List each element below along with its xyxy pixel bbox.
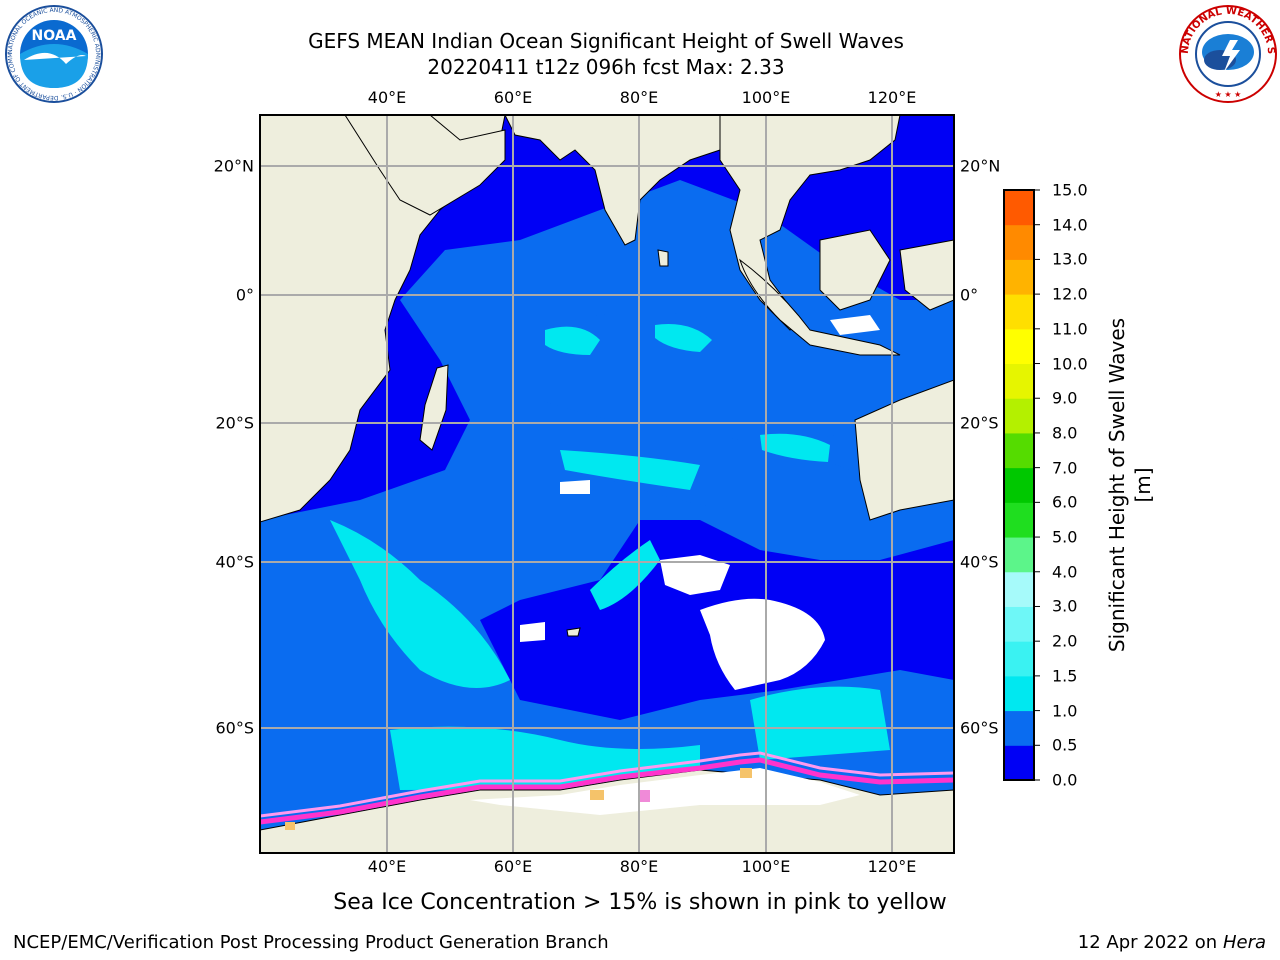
chart-title: GEFS MEAN Indian Ocean Significant Heigh…	[308, 29, 904, 53]
colorbar-segment	[1004, 363, 1034, 399]
colorbar-tick-label: 0.5	[1052, 735, 1078, 755]
lon-label-bottom: 120°E	[867, 857, 917, 876]
lat-label-left: 60°S	[215, 718, 254, 738]
colorbar-tick-label: 9.0	[1052, 388, 1078, 408]
colorbar-segment	[1004, 224, 1034, 260]
lon-label-top: 40°E	[367, 88, 407, 107]
colorbar-segment	[1004, 190, 1034, 226]
sea-ice-yellow	[740, 768, 752, 778]
colorbar-tick-label: 4.0	[1052, 562, 1078, 582]
india	[504, 115, 721, 246]
colorbar-tick-label: 1.0	[1052, 701, 1078, 721]
colorbar-segment	[1004, 398, 1034, 434]
colorbar-segment	[1004, 294, 1034, 330]
colorbar-tick-label: 6.0	[1052, 492, 1078, 512]
colorbar-tick-label: 2.0	[1052, 631, 1078, 651]
colorbar-segment	[1004, 571, 1034, 607]
lon-label-top: 100°E	[741, 88, 791, 107]
sea-ice-fill	[470, 768, 860, 815]
colorbar-segment	[1004, 675, 1034, 712]
lon-label-bottom: 80°E	[619, 857, 659, 876]
sea-ice-pink	[640, 790, 650, 802]
colorbar-title: Significant Height of Swell Waves [m]	[1105, 317, 1155, 653]
colorbar-segment	[1004, 502, 1034, 538]
footer-date: 12 Apr 2022 on Hera	[1077, 932, 1266, 953]
swell-band-high	[750, 686, 890, 760]
colorbar-tick-label: 10.0	[1052, 354, 1088, 374]
australia	[854, 379, 954, 521]
colorbar-segment	[1004, 259, 1034, 295]
lat-label-left: 20°S	[215, 413, 254, 433]
colorbar-segment	[1004, 432, 1034, 469]
colorbar-segment	[1004, 745, 1034, 781]
colorbar-tick-label: 0.0	[1052, 770, 1078, 790]
colorbar-tick-label: 5.0	[1052, 527, 1078, 547]
lat-label-left: 40°S	[215, 552, 254, 572]
colorbar-segment	[1004, 710, 1034, 746]
colorbar-tick-label: 15.0	[1052, 180, 1088, 200]
graticule	[260, 115, 954, 853]
lat-label-right: 0°	[960, 285, 979, 305]
lon-label-top: 120°E	[867, 88, 917, 107]
lon-label-bottom: 60°E	[493, 857, 533, 876]
lon-label-bottom: 40°E	[367, 857, 407, 876]
lat-label-right: 60°S	[960, 718, 999, 738]
colorbar-tick-label: 11.0	[1052, 319, 1088, 339]
sea-ice-note: Sea Ice Concentration > 15% is shown in …	[333, 890, 947, 915]
swell-band-high	[560, 450, 700, 490]
missing-data-area	[700, 598, 825, 690]
colorbar-tick-label: 12.0	[1052, 284, 1088, 304]
lon-label-bottom: 100°E	[741, 857, 791, 876]
colorbar-segment	[1004, 641, 1034, 677]
sea-ice-edge	[260, 757, 954, 825]
colorbar-segment	[1004, 467, 1034, 503]
lon-label-top: 80°E	[619, 88, 659, 107]
colorbar-segment	[1004, 606, 1034, 642]
kerguelen	[566, 627, 581, 637]
sea-ice-yellow	[285, 822, 295, 830]
colorbar-segment	[1004, 328, 1034, 365]
colorbar-tick-label: 1.5	[1052, 666, 1078, 686]
missing-data-area	[520, 622, 545, 642]
sumatra-java	[739, 258, 901, 356]
chart-subtitle: 20220411 t12z 096h fcst Max: 2.33	[427, 55, 785, 79]
lat-label-right: 20°N	[960, 156, 1001, 176]
colorbar-frame	[1003, 189, 1035, 781]
new-guinea-area	[899, 239, 954, 311]
missing-data-area	[830, 315, 880, 335]
sea-ice-edge-outer	[260, 751, 954, 818]
colorbar-tick-label: 3.0	[1052, 596, 1078, 616]
colorbar-tick-label: 8.0	[1052, 423, 1078, 443]
colorbar-tick-label: 14.0	[1052, 215, 1088, 235]
lat-label-left: 0°	[235, 285, 254, 305]
nws-logo: NATIONAL WEATHER SERVICE ★ ★ ★	[1178, 4, 1277, 103]
swell-band-high	[590, 540, 660, 610]
svg-text:★ ★ ★: ★ ★ ★	[1215, 90, 1242, 99]
lat-label-right: 40°S	[960, 552, 999, 572]
swell-band-medium-south	[560, 420, 850, 514]
madagascar	[419, 364, 449, 451]
missing-data-area	[660, 555, 730, 595]
sea-ice-yellow	[590, 790, 604, 800]
svg-text:NOAA: NOAA	[32, 28, 77, 44]
map-frame	[259, 114, 955, 854]
borneo	[819, 229, 891, 311]
colorbar-tick-label: 13.0	[1052, 249, 1088, 269]
missing-data-area	[560, 480, 590, 494]
swell-band-high	[545, 326, 600, 355]
swell-band-high	[390, 726, 700, 790]
noaa-logo: NOAA NATIONAL OCEANIC AND ATMOSPHERIC AD…	[4, 4, 103, 103]
footer-credit: NCEP/EMC/Verification Post Processing Pr…	[13, 932, 609, 953]
sri-lanka	[657, 249, 669, 267]
swell-band-high	[655, 324, 712, 352]
colorbar	[1003, 189, 1040, 781]
colorbar-tick-label: 7.0	[1052, 458, 1078, 478]
lat-label-right: 20°S	[960, 413, 999, 433]
lat-label-left: 20°N	[213, 156, 254, 176]
colorbar-segment	[1004, 537, 1034, 573]
lon-label-top: 60°E	[493, 88, 533, 107]
swell-band-high	[760, 433, 830, 462]
